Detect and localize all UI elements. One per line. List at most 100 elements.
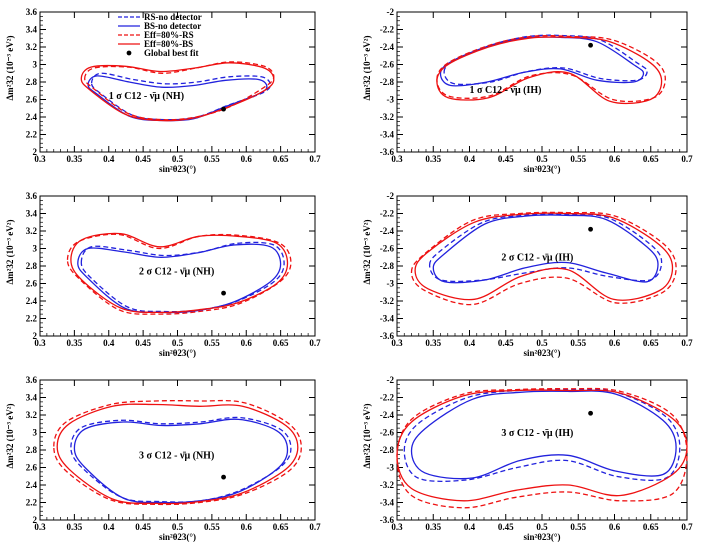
x-tick-label: 0.3 [391,338,403,348]
x-tick-label: 0.6 [609,338,621,348]
contour-eff-80-rs [436,35,666,103]
panel-p3: 0.3 0.35 0.4 0.45 0.5 0.55 0.6 0.65 0.7 2 2.2 2.4 2.… [5,191,321,358]
x-tick-label: 0.5 [536,154,548,164]
x-tick-label: 0.3 [34,522,46,532]
y-tick-label: -2.8 [380,261,395,271]
contour-bs-no-detector [439,36,645,87]
contour-rs-no-detector [443,34,648,86]
x-axis-title: sin²θ23(°) [524,532,561,542]
x-axis-title: sin²θ23(°) [524,348,561,358]
x-tick-label: 0.5 [172,154,184,164]
y-tick-label: -3.4 [380,498,395,508]
y-tick-label: 2.4 [26,480,38,490]
x-tick-label: 0.55 [204,338,220,348]
y-tick-label: 3 [33,244,38,254]
contour-bs-no-detector [410,390,677,480]
x-tick-label: 0.45 [135,338,151,348]
y-axis-title: Δm²32 (10⁻³ eV²) [5,220,15,285]
y-tick-label: 3 [33,60,38,70]
x-tick-label: 0.3 [34,338,46,348]
panel-annotation: 2 σ C12 - ν̄μ (NH) [139,266,214,277]
y-tick-label: -2.6 [380,428,395,438]
panel-p2: 0.3 0.35 0.4 0.45 0.5 0.55 0.6 0.65 0.7 -2 -2.2 -2.… [362,7,693,174]
y-tick-label: -2.6 [380,244,395,254]
best-fit-marker [588,42,593,48]
panels-group: 0.3 0.35 0.4 0.45 0.5 0.55 0.6 0.65 0.7 2 2.2 2.4 2.… [5,7,693,542]
y-axis-title: Δm²32 (10⁻³ eV²) [362,36,372,101]
x-axis-title: sin²θ23(°) [159,532,196,542]
y-tick-label: -3.2 [380,112,395,122]
x-tick-label: 0.6 [241,338,253,348]
x-tick-label: 0.4 [103,522,115,532]
contour-eff-80-rs [396,387,688,509]
x-tick-label: 0.4 [103,338,115,348]
best-fit-marker [221,106,226,112]
plot-frame [396,195,688,337]
legend-item: BS-no detector [118,21,201,31]
contour-eff-80-bs [414,212,674,301]
y-tick-label: -2.8 [380,445,395,455]
x-tick-label: 0.6 [241,154,253,164]
y-tick-label: 2.2 [26,314,38,324]
y-tick-label: -3.6 [380,331,395,341]
contour-eff-80-bs [80,62,275,122]
legend-label: Eff=80%-BS [144,39,193,49]
contour-bs-no-detector [432,214,659,284]
x-tick-label: 0.7 [681,154,693,164]
y-tick-label: -3.2 [380,296,395,306]
legend-item: Eff=80%-RS [118,30,194,40]
panel-p4: 0.3 0.35 0.4 0.45 0.5 0.55 0.6 0.65 0.7 -2 -2.2 -2.… [362,191,693,358]
y-tick-label: -2.2 [380,393,395,403]
x-tick-label: 0.4 [464,338,476,348]
contour-rs-no-detector [428,213,663,283]
x-tick-label: 0.6 [609,154,621,164]
x-tick-label: 0.6 [609,522,621,532]
x-tick-label: 0.45 [135,154,151,164]
y-tick-label: -3 [387,95,395,105]
y-axis-title: Δm²32 (10⁻³ eV²) [5,404,15,469]
y-tick-label: 2.4 [26,296,38,306]
x-tick-label: 0.7 [309,522,321,532]
contour-rs-no-detector [70,416,292,503]
y-tick-label: -3.4 [380,130,395,140]
x-tick-label: 0.45 [498,338,514,348]
y-tick-label: 3.6 [26,375,38,385]
panel-p1: 0.3 0.35 0.4 0.45 0.5 0.55 0.6 0.65 0.7 2 2.2 2.4 2.… [5,7,321,174]
x-tick-label: 0.4 [464,522,476,532]
legend-label: RS-no detector [144,12,202,22]
x-tick-label: 0.7 [681,338,693,348]
panel-annotation: 1 σ C12 - ν̄μ (IH) [470,85,542,96]
contour-eff-80-rs [410,211,677,306]
x-tick-label: 0.35 [425,338,441,348]
y-tick-label: 3.2 [26,410,38,420]
y-tick-label: -3.6 [380,147,395,157]
legend-item: RS-no detector [118,12,202,22]
panel-p6: 0.3 0.35 0.4 0.45 0.5 0.55 0.6 0.65 0.7 -2 -2.2 -2.… [362,375,693,542]
x-tick-label: 0.3 [391,154,403,164]
y-tick-label: -3.4 [380,314,395,324]
panel-annotation: 2 σ C12 - ν̄μ (IH) [501,252,573,263]
x-tick-label: 0.45 [498,154,514,164]
x-tick-label: 0.55 [570,522,586,532]
x-tick-label: 0.7 [309,154,321,164]
y-tick-label: 2.6 [26,463,38,473]
x-tick-label: 0.5 [536,522,548,532]
y-tick-label: 2.2 [26,498,38,508]
x-tick-label: 0.55 [204,154,220,164]
legend-label: Global best fit [144,48,199,58]
y-axis-title: Δm²32 (10⁻³ eV²) [5,36,15,101]
y-tick-label: 3.2 [26,42,38,52]
x-tick-label: 0.3 [34,154,46,164]
y-tick-label: 2.8 [26,445,38,455]
legend-label: BS-no detector [144,21,201,31]
x-tick-label: 0.45 [498,522,514,532]
x-tick-label: 0.5 [172,338,184,348]
y-tick-label: 3 [33,428,38,438]
y-tick-label: -2.4 [380,42,395,52]
x-tick-label: 0.65 [643,522,659,532]
best-fit-marker [221,474,226,480]
x-tick-label: 0.35 [67,154,83,164]
contour-eff-80-bs [396,389,688,502]
